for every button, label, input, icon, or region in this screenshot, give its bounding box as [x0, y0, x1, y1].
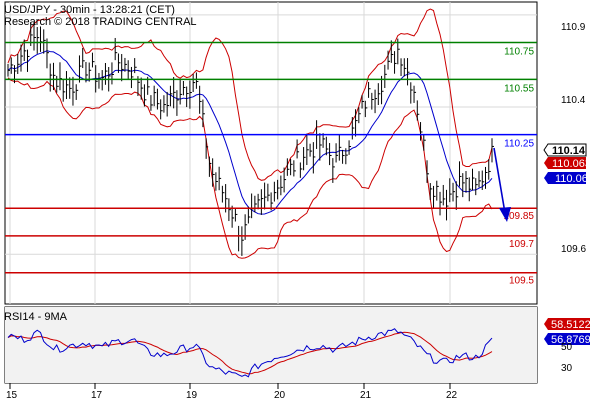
red-price-tag: 110.063 — [544, 157, 590, 170]
rsi-red-value: 58.5122 — [551, 319, 590, 331]
price-tick: 109.6 — [561, 244, 586, 255]
rsi-line — [7, 328, 493, 378]
price-tick: 110.4 — [561, 95, 586, 106]
rsi-blue-tag: 56.8769 — [544, 333, 590, 346]
date-tick: 21 — [360, 390, 372, 400]
date-tick: 22 — [446, 390, 458, 400]
rsi-label: RSI14 - 9MA — [4, 311, 68, 323]
current-price-tag: 110.14 — [543, 143, 587, 157]
level-label: 109.85 — [503, 211, 534, 222]
level-label: 109.7 — [509, 239, 534, 250]
rsi-lines — [7, 328, 493, 378]
price-bars — [7, 21, 494, 256]
level-label: 109.5 — [509, 276, 534, 287]
blue-price-label: 110.06 — [555, 173, 588, 185]
bollinger-lower — [7, 77, 493, 259]
chart-credit: Research © 2018 TRADING CENTRAL — [4, 16, 197, 28]
date-tick: 20 — [274, 390, 286, 400]
bollinger-upper — [7, 8, 493, 181]
red-price-label: 110.063 — [552, 158, 590, 170]
chart-title: USD/JPY - 30min - 13:28:21 (CET) — [4, 4, 175, 16]
grid — [5, 2, 537, 304]
price-panel-frame — [4, 1, 538, 305]
date-tick: 15 — [6, 390, 18, 400]
rsi-tick: 30 — [561, 363, 573, 374]
forecast-arrow — [493, 147, 511, 222]
level-label: 110.75 — [504, 47, 534, 58]
level-label: 110.55 — [504, 83, 534, 94]
support-resistance-levels: 110.75 110.55 110.25 109.85 109.7 109.5 — [5, 41, 537, 287]
date-tick: 17 — [91, 390, 103, 400]
rsi-tick: 50 — [561, 342, 573, 353]
price-tick: 110.9 — [561, 22, 586, 33]
date-tick: 19 — [186, 390, 198, 400]
level-label: 110.25 — [504, 139, 534, 150]
current-price-label: 110.14 — [552, 145, 586, 157]
blue-price-tag: 110.06 — [544, 172, 588, 185]
rsi-blue-value: 56.8769 — [551, 334, 590, 346]
date-axis: 15 17 19 20 21 22 — [6, 383, 458, 400]
rsi-red-tag: 58.5122 — [544, 318, 590, 331]
bollinger-bands — [7, 8, 493, 259]
moving-average — [7, 50, 493, 215]
